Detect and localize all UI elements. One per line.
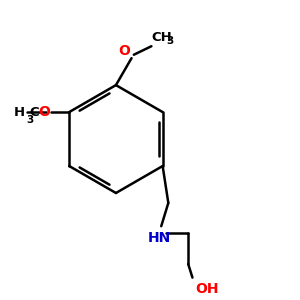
Text: CH: CH bbox=[152, 31, 172, 44]
Text: HN: HN bbox=[148, 231, 171, 245]
Text: 3: 3 bbox=[26, 116, 33, 125]
Text: O: O bbox=[118, 44, 130, 58]
Text: 3: 3 bbox=[167, 36, 174, 46]
Text: C: C bbox=[29, 106, 39, 118]
Text: OH: OH bbox=[195, 282, 219, 296]
Text: O: O bbox=[38, 105, 50, 119]
Text: H: H bbox=[14, 106, 25, 118]
